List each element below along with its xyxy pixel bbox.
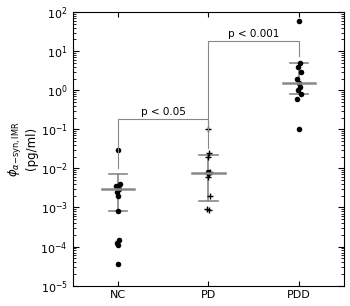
Point [205,175,210,180]
Point [297,61,303,65]
Point [298,69,304,74]
Point [206,170,211,175]
Point [296,127,302,132]
Point [113,184,119,189]
Point [206,151,212,155]
Point [295,64,301,69]
Point [208,193,213,198]
Point [116,237,121,242]
Point [205,154,210,159]
Y-axis label: $\phi_{\alpha\mathsf{-syn,IMR}}$
(pg/ml): $\phi_{\alpha\mathsf{-syn,IMR}}$ (pg/ml) [6,121,37,177]
Point [206,172,212,177]
Point [204,171,209,176]
Point [294,76,300,81]
Point [115,262,121,267]
Point [115,209,121,214]
Point [115,242,121,247]
Point [204,207,209,212]
Point [115,193,121,198]
Point [294,96,300,101]
Point [297,85,303,90]
Point [208,170,213,175]
Point [115,147,121,152]
Point [114,189,120,194]
Point [117,181,122,186]
Point [295,88,301,93]
Point [206,208,212,213]
Point [296,81,302,86]
Text: p < 0.05: p < 0.05 [141,107,186,117]
Point [206,127,211,132]
Point [114,241,120,246]
Point [116,186,121,191]
Text: p < 0.001: p < 0.001 [228,29,280,39]
Point [296,18,302,23]
Point [298,91,304,96]
